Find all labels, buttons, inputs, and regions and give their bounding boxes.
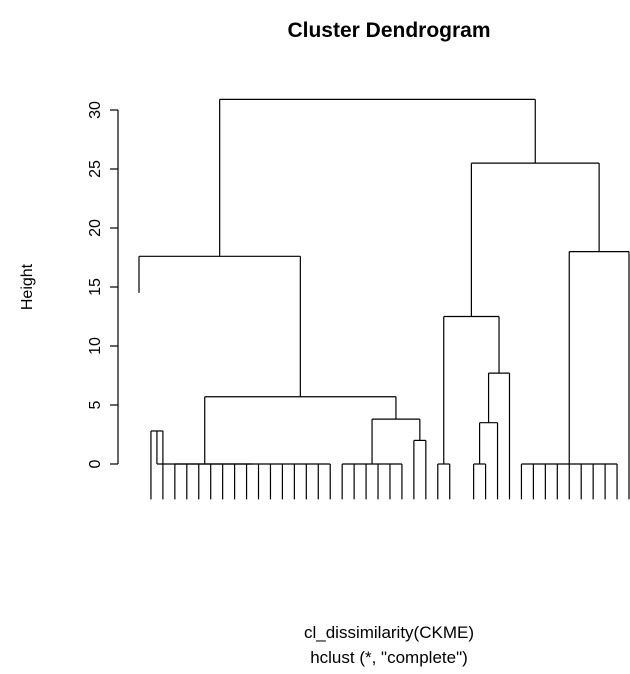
dendrogram-tree [138,98,630,500]
chart-title: Cluster Dendrogram [287,19,490,42]
y-tick-label: 20 [87,219,104,237]
y-tick-label: 25 [87,160,104,178]
y-axis-label: Height [19,263,36,310]
y-tick-label: 30 [87,101,104,119]
x-axis-label: cl_dissimilarity(CKME) [304,623,474,642]
y-tick-label: 5 [87,400,104,409]
y-tick-label: 15 [87,278,104,296]
y-tick-label: 0 [87,459,104,468]
y-ticks: 0 5 10 15 20 25 30 [87,101,118,468]
y-tick-label: 10 [87,337,104,355]
y-axis: 0 5 10 15 20 25 30 [87,101,119,468]
method-sublabel: hclust (*, "complete") [310,648,468,667]
